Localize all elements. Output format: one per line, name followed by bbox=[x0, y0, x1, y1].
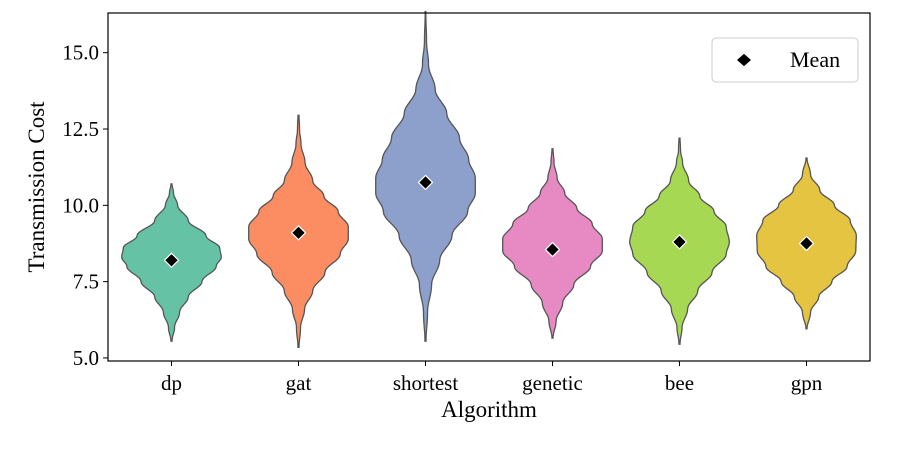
y-axis-label: Transmission Cost bbox=[24, 101, 49, 273]
legend-box bbox=[711, 37, 859, 83]
x-axis: dp gat shortest genetic bee gpn bbox=[161, 361, 823, 395]
mean-marker-gpn bbox=[798, 235, 815, 252]
legend-entry-mean: Mean bbox=[790, 47, 840, 72]
legend: Mean bbox=[711, 37, 859, 83]
y-tick-label: 12.5 bbox=[62, 117, 99, 141]
mean-markers bbox=[163, 174, 815, 269]
legend-diamond-icon bbox=[735, 52, 753, 68]
mean-marker-genetic bbox=[544, 241, 561, 258]
y-axis: 5.0 7.5 10.0 12.5 15.0 bbox=[62, 41, 108, 370]
x-tick-label-gat: gat bbox=[286, 371, 312, 395]
y-tick-label: 7.5 bbox=[73, 270, 99, 294]
mean-marker-bee bbox=[671, 234, 688, 250]
x-tick-label-gpn: gpn bbox=[791, 371, 823, 395]
x-tick-label-shortest: shortest bbox=[393, 371, 458, 395]
mean-marker-dp bbox=[163, 252, 180, 269]
x-tick-label-bee: bee bbox=[665, 371, 694, 395]
x-axis-label: Algorithm bbox=[441, 397, 537, 422]
y-tick-label: 5.0 bbox=[73, 346, 99, 370]
mean-marker-shortest bbox=[417, 174, 434, 191]
x-tick-label-genetic: genetic bbox=[522, 371, 583, 395]
x-tick-label-dp: dp bbox=[161, 371, 182, 395]
y-tick-label: 15.0 bbox=[62, 41, 99, 65]
y-tick-label: 10.0 bbox=[62, 193, 99, 217]
plot-frame bbox=[107, 12, 871, 362]
mean-marker-gat bbox=[290, 224, 307, 241]
